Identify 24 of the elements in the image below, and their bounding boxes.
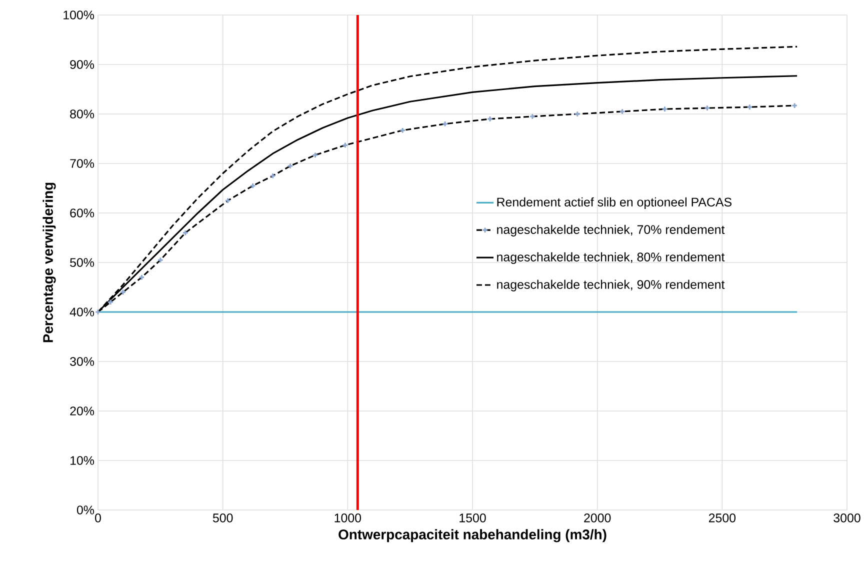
y-tick-label: 100% [64,10,94,20]
legend-label: nageschakelde techniek, 70% rendement [497,224,725,236]
x-tick-label: 3000 [834,514,860,522]
x-tick-label: 0 [95,514,101,522]
y-tick-label: 0% [76,506,94,514]
y-axis-title: Percentage verwijdering [42,182,56,342]
y-tick-label: 20% [70,406,94,416]
legend-label: nageschakelde techniek, 90% rendement [497,280,725,292]
y-tick-label: 50% [70,258,94,267]
y-tick-label: 70% [70,159,94,168]
x-tick-label: 2000 [584,514,611,522]
y-tick-label: 30% [70,357,94,366]
x-tick-label: 2500 [708,514,736,522]
legend-label: Rendement actief slib en optioneel PACAS [497,197,732,209]
x-tick-label: 500 [212,514,233,522]
x-axis-title: Ontwerpcapaciteit nabehandeling (m3/h) [338,529,606,542]
x-tick-label: 1000 [334,514,362,522]
legend-label: nageschakelde techniek, 80% rendement [497,252,725,264]
y-tick-label: 90% [70,60,94,69]
x-tick-label: 1500 [460,514,486,522]
y-tick-label: 80% [70,110,94,118]
y-tick-label: 10% [70,456,94,465]
y-tick-label: 60% [70,208,94,218]
y-tick-label: 40% [70,308,94,316]
